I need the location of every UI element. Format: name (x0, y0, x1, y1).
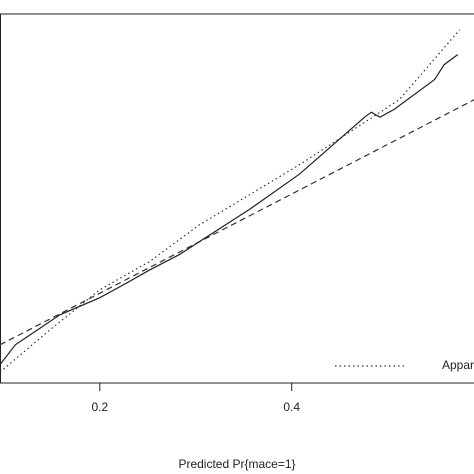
legend-label: Apparent (442, 358, 474, 372)
x-axis-label: Predicted Pr{mace=1} (178, 457, 295, 471)
series-line (0, 99, 474, 346)
x-tick-label: 0.4 (283, 400, 300, 414)
series-line (0, 29, 461, 373)
x-tick-label: 0.2 (91, 400, 108, 414)
series-line (0, 54, 459, 366)
